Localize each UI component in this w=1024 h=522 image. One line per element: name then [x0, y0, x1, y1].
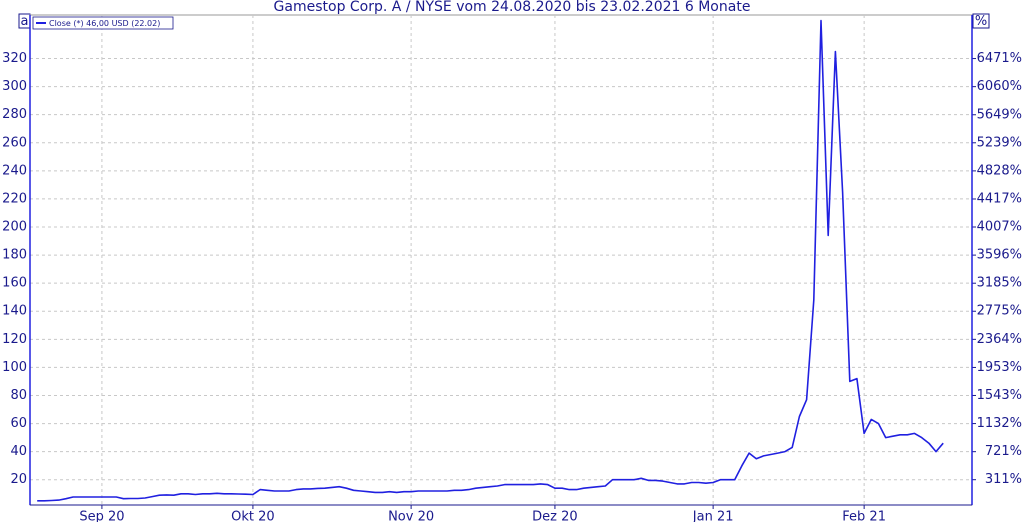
y-tick-label: 200 [2, 220, 27, 235]
y-tick-label: 280 [2, 107, 27, 122]
y-tick-label: 40 [10, 444, 27, 459]
y2-tick-label: 721% [985, 444, 1022, 459]
y-tick-label: 140 [2, 304, 27, 319]
left-marker[interactable]: a [21, 14, 29, 29]
y2-tick-label: 2775% [977, 304, 1022, 319]
legend-label: Close (*) 46,00 USD (22.02) [49, 19, 160, 28]
y-tick-label: 220 [2, 191, 27, 206]
y2-tick-label: 2364% [977, 332, 1022, 347]
y2-tick-label: 5239% [977, 135, 1022, 150]
x-tick-label: Jan 21 [692, 510, 734, 522]
y-tick-label: 20 [10, 472, 27, 487]
y-tick-label: 80 [10, 388, 27, 403]
y-tick-label: 320 [2, 51, 27, 66]
y-tick-label: 120 [2, 332, 27, 347]
x-tick-label: Nov 20 [388, 510, 434, 522]
legend-box [32, 16, 174, 30]
y2-tick-label: 1132% [977, 416, 1022, 431]
y2-tick-label: 4417% [977, 191, 1022, 206]
y2-tick-label: 1953% [977, 360, 1022, 375]
y2-tick-label: 6060% [977, 79, 1022, 94]
y2-tick-label: 311% [985, 472, 1022, 487]
x-tick-label: Feb 21 [842, 510, 886, 522]
y-tick-label: 240 [2, 163, 27, 178]
x-tick-label: Sep 20 [79, 510, 124, 522]
y-tick-label: 100 [2, 360, 27, 375]
x-tick-label: Dez 20 [532, 510, 578, 522]
y2-tick-label: 3596% [977, 248, 1022, 263]
y-tick-label: 180 [2, 248, 27, 263]
y2-tick-label: 4828% [977, 163, 1022, 178]
y-tick-label: 300 [2, 79, 27, 94]
plot-area [29, 14, 973, 506]
y2-tick-label: 5649% [977, 107, 1022, 122]
y-tick-label: 60 [10, 416, 27, 431]
right-marker[interactable]: % [975, 14, 987, 29]
x-tick-label: Okt 20 [231, 510, 275, 522]
y-tick-label: 260 [2, 135, 27, 150]
y2-tick-label: 3185% [977, 276, 1022, 291]
y2-tick-label: 4007% [977, 220, 1022, 235]
chart-title: Gamestop Corp. A / NYSE vom 24.08.2020 b… [274, 0, 751, 15]
y2-tick-label: 1543% [977, 388, 1022, 403]
y-tick-label: 160 [2, 276, 27, 291]
y2-tick-label: 6471% [977, 51, 1022, 66]
line-series [37, 19, 944, 502]
right-marker-box[interactable] [972, 13, 990, 29]
